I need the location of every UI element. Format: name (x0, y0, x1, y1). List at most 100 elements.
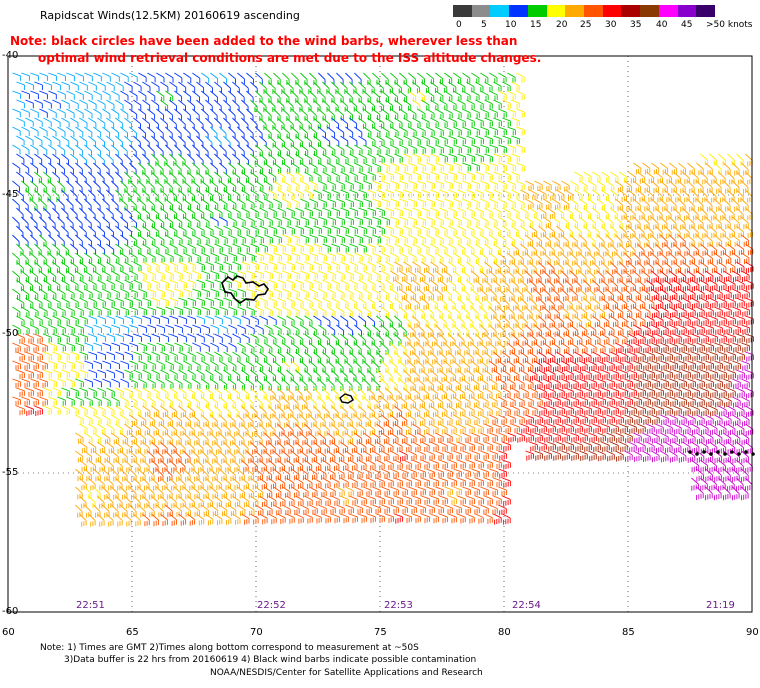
wind-barb (381, 270, 390, 281)
wind-barb (696, 360, 705, 371)
wind-barb (322, 495, 331, 506)
wind-barb (394, 243, 403, 254)
wind-barb (444, 504, 453, 515)
wind-barb (250, 351, 259, 363)
wind-barb (484, 135, 493, 145)
wind-barb (219, 378, 228, 390)
wind-barb (25, 117, 34, 127)
wind-barb (538, 315, 546, 329)
wind-barb (219, 162, 227, 175)
wind-barb (435, 234, 444, 245)
wind-barb (142, 423, 151, 436)
wind-barb (669, 360, 678, 371)
wind-barb (111, 234, 120, 246)
wind-barb (579, 432, 588, 443)
wind-barb (273, 342, 282, 354)
wind-barb (120, 288, 129, 299)
wind-barb (264, 342, 273, 354)
wind-barb (12, 144, 21, 155)
wind-barb (205, 459, 213, 473)
wind-barb (511, 81, 520, 92)
legend-swatch (640, 5, 660, 17)
wind-barb (61, 153, 69, 165)
wind-barb (111, 180, 119, 193)
wind-barb (106, 495, 114, 509)
wind-barb (192, 252, 201, 263)
wind-barb (228, 180, 237, 192)
wind-barb (399, 90, 408, 103)
wind-barb (552, 288, 560, 302)
wind-barb (642, 396, 651, 407)
wind-barb (295, 315, 304, 327)
wind-barb (277, 315, 286, 326)
wind-barb (192, 450, 200, 464)
wind-barb (48, 270, 57, 282)
wind-barb (462, 504, 471, 515)
wind-barb (48, 342, 57, 352)
wind-barb (106, 423, 115, 435)
wind-barb (399, 162, 408, 172)
wind-barb (97, 387, 106, 398)
wind-barb (691, 333, 700, 344)
wind-barb (700, 333, 709, 344)
wind-barb (430, 261, 439, 274)
wind-barb (237, 378, 246, 391)
wind-barb (21, 360, 30, 371)
wind-barb (138, 450, 146, 464)
wind-barb (327, 450, 336, 463)
wind-barb (286, 387, 294, 401)
wind-barb (705, 414, 714, 426)
wind-barb (691, 261, 700, 274)
wind-barb (408, 468, 417, 479)
wind-barb (394, 279, 403, 292)
wind-barb (295, 495, 304, 507)
wind-barb (745, 369, 754, 381)
wind-barb (304, 315, 313, 327)
wind-barb (178, 81, 187, 93)
wind-barb (255, 252, 264, 262)
wind-barb (79, 333, 88, 343)
wind-barb (727, 189, 735, 203)
wind-barb (84, 108, 93, 119)
wind-barb (237, 360, 246, 372)
wind-barb (408, 288, 417, 301)
wind-barb (646, 423, 655, 435)
wind-barb (624, 450, 633, 462)
wind-barb (651, 252, 659, 266)
wind-barb (151, 513, 159, 527)
wind-barb (453, 126, 462, 136)
wind-barb (187, 495, 195, 509)
wind-barb (354, 414, 362, 428)
wind-barb (502, 261, 510, 275)
wind-barb (268, 441, 276, 455)
wind-barb (718, 405, 727, 417)
wind-barb (192, 126, 200, 139)
wind-barb (430, 117, 439, 128)
wind-barb (277, 423, 285, 437)
wind-barb (169, 513, 177, 526)
wind-barb (385, 369, 393, 383)
wind-barb (417, 90, 426, 102)
wind-barb (39, 288, 48, 300)
wind-barb (156, 90, 165, 102)
flag-dot (709, 452, 713, 456)
wind-barb (25, 99, 34, 109)
wind-barb (165, 468, 173, 482)
wind-barb (700, 477, 708, 491)
wind-barb (273, 450, 281, 464)
legend-swatch (490, 5, 510, 17)
wind-barb (48, 324, 57, 335)
wind-barb (124, 297, 133, 307)
wind-barb (349, 495, 358, 506)
wind-barb (106, 369, 115, 379)
wind-barb (687, 234, 695, 248)
wind-barb (502, 387, 511, 399)
wind-barb (156, 360, 165, 371)
wind-barb (322, 279, 331, 290)
wind-barb (282, 360, 290, 373)
wind-barb (502, 243, 511, 256)
wind-barb (412, 513, 421, 524)
wind-barb (187, 261, 196, 271)
wind-barb (453, 504, 462, 515)
wind-barb (367, 171, 376, 181)
